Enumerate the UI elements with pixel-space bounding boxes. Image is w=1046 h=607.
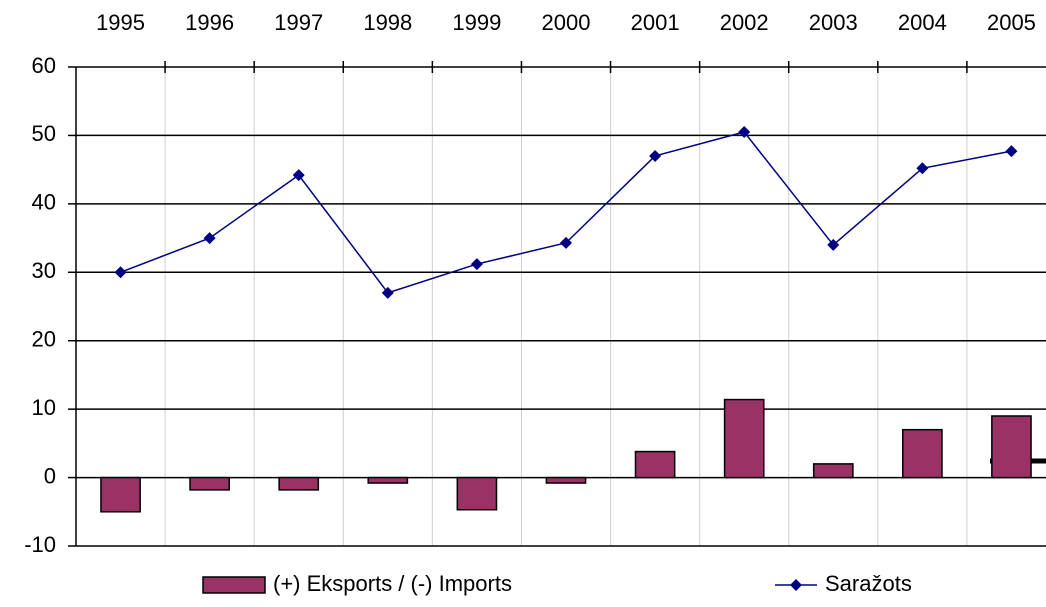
point [470, 258, 483, 271]
y-tick-label: 60 [32, 53, 56, 78]
bar [634, 450, 676, 479]
point [203, 232, 216, 245]
x-tick-label: 1995 [96, 10, 145, 35]
point [560, 236, 572, 249]
point [916, 162, 929, 175]
y-tick-label: 40 [32, 190, 56, 215]
legend-label: Saražots [825, 571, 912, 596]
y-tick-label: 0 [44, 463, 56, 488]
point [738, 126, 751, 139]
x-tick-label: 2005 [987, 10, 1036, 35]
bar [367, 476, 409, 484]
point [114, 266, 127, 279]
bar [812, 463, 854, 479]
bar [456, 476, 498, 511]
bar [545, 476, 587, 484]
bar [189, 476, 230, 491]
y-tick-label: 10 [32, 395, 56, 420]
legend-label: (+) Eksports / (-) Imports [273, 571, 512, 596]
x-tick-label: 1998 [363, 10, 412, 35]
x-tick-label: 2004 [898, 10, 947, 35]
x-tick-label: 2001 [631, 10, 680, 35]
point [827, 238, 840, 251]
bar [100, 476, 141, 513]
legend-marker [790, 579, 802, 591]
point [292, 169, 305, 182]
bar [723, 398, 765, 479]
point [649, 149, 662, 162]
legend-swatch [202, 576, 266, 594]
bar [902, 428, 943, 479]
x-tick-label: 2000 [542, 10, 591, 35]
point [381, 286, 394, 299]
bar [278, 476, 320, 491]
y-tick-label: 30 [32, 258, 56, 283]
bar [991, 415, 1032, 479]
y-tick-label: -10 [24, 532, 56, 557]
x-tick-label: 1996 [185, 10, 234, 35]
x-tick-label: 2002 [720, 10, 769, 35]
y-tick-label: 20 [32, 327, 56, 352]
y-tick-label: 50 [32, 121, 56, 146]
x-tick-label: 1997 [274, 10, 323, 35]
point [1005, 145, 1018, 158]
x-tick-label: 2003 [809, 10, 858, 35]
x-tick-label: 1999 [452, 10, 501, 35]
